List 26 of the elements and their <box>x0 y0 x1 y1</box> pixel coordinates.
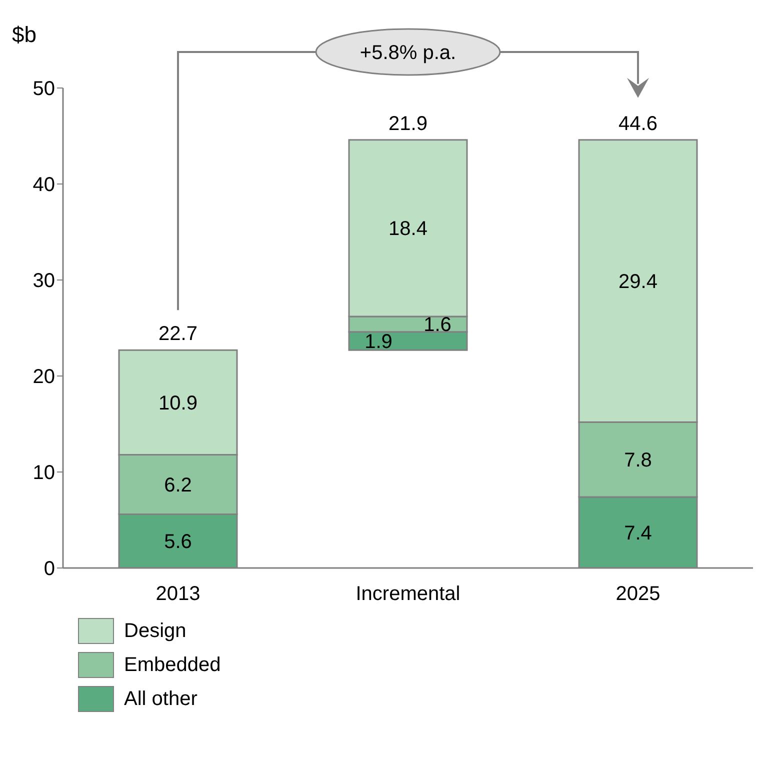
data-label: 1.6 <box>424 314 452 336</box>
legend-label: Embedded <box>124 654 221 676</box>
y-axis-title: $b <box>12 22 36 47</box>
total-label: 44.6 <box>618 112 658 135</box>
data-label: 7.4 <box>624 522 652 544</box>
data-label: 7.8 <box>624 450 652 472</box>
y-tick-label: 50 <box>32 78 55 100</box>
y-tick-label: 10 <box>32 462 55 484</box>
legend-label: Design <box>124 620 186 642</box>
x-tick-label: 2013 <box>156 583 200 606</box>
y-tick-label: 20 <box>32 366 55 388</box>
data-label: 6.2 <box>164 474 192 496</box>
total-label: 22.7 <box>158 323 198 346</box>
legend-label: All other <box>124 688 198 710</box>
total-label: 21.9 <box>388 112 428 135</box>
data-label: 1.9 <box>364 330 392 353</box>
text: +5.8% p.a. <box>360 42 456 64</box>
y-tick-label: 40 <box>32 174 55 196</box>
x-tick-label: 2025 <box>616 583 660 606</box>
data-label: 5.6 <box>164 531 192 554</box>
x-tick-label: Incremental <box>356 583 460 606</box>
data-label: 29.4 <box>618 270 658 293</box>
data-label: 18.4 <box>388 218 428 240</box>
y-tick-label: 0 <box>44 558 55 580</box>
y-tick-label: 30 <box>32 270 55 292</box>
data-label: 10.9 <box>158 392 198 414</box>
